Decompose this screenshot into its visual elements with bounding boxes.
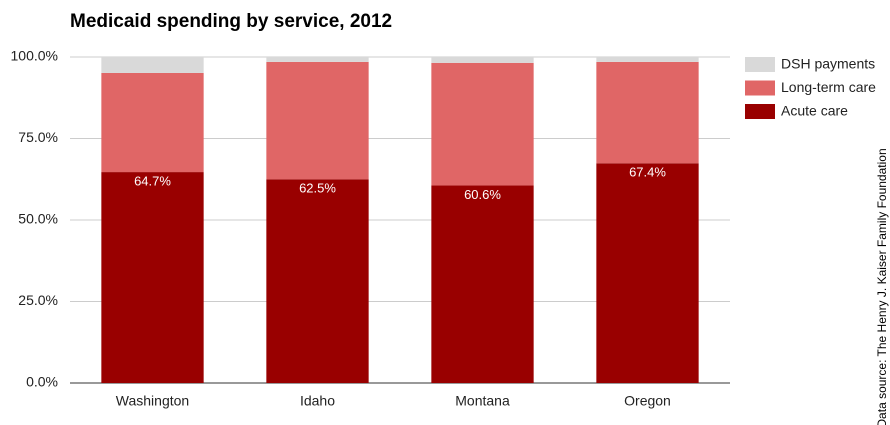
- y-tick-label: 100.0%: [11, 48, 58, 64]
- y-tick-label: 0.0%: [26, 374, 58, 390]
- y-tick-label: 25.0%: [18, 292, 58, 308]
- legend-swatch: [745, 57, 775, 72]
- legend-label: DSH payments: [781, 56, 875, 72]
- bar-segment: [101, 57, 204, 73]
- bar-segment: [431, 62, 534, 186]
- value-label: 60.6%: [464, 187, 501, 202]
- x-tick-label: Montana: [455, 393, 510, 409]
- bar-segment: [431, 57, 534, 63]
- x-tick-label: Washington: [116, 393, 189, 409]
- bar-segment: [266, 179, 369, 383]
- bar-segment: [596, 57, 699, 62]
- legend-swatch: [745, 80, 775, 96]
- chart-title: Medicaid spending by service, 2012: [70, 11, 392, 32]
- bar-segment: [596, 61, 699, 164]
- bar-segment: [266, 61, 369, 180]
- legend-label: Acute care: [781, 103, 848, 119]
- y-tick-label: 50.0%: [18, 211, 58, 227]
- y-tick-label: 75.0%: [18, 129, 58, 145]
- source-note: Data source: The Henry J. Kaiser Family …: [875, 148, 889, 425]
- x-tick-label: Oregon: [624, 393, 671, 409]
- value-label: 62.5%: [299, 181, 336, 196]
- bar-segment: [101, 72, 204, 173]
- bar-segment: [596, 163, 699, 383]
- value-label: 67.4%: [629, 165, 666, 180]
- legend-swatch: [745, 104, 775, 119]
- bar-segment: [266, 57, 369, 62]
- legend-label: Long-term care: [781, 79, 876, 95]
- bar-segment: [101, 172, 204, 383]
- value-label: 64.7%: [134, 174, 171, 189]
- x-tick-label: Idaho: [300, 393, 335, 409]
- bar-segment: [431, 185, 534, 383]
